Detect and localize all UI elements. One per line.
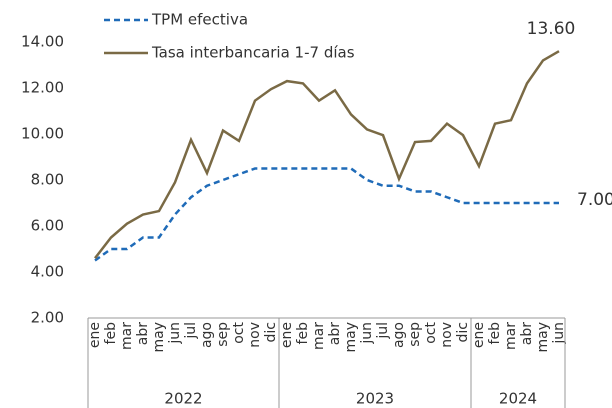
line-series — [94, 167, 559, 262]
x-tick-label: feb — [487, 322, 503, 345]
x-tick-label: abr — [135, 322, 151, 345]
value-label: 7.00 — [577, 190, 612, 210]
x-tick-label: mar — [311, 322, 327, 350]
x-tick-label: sep — [215, 322, 231, 347]
x-tick-label: feb — [103, 322, 119, 345]
x-tick-label: jun — [551, 322, 567, 345]
x-tick-label: ago — [199, 322, 215, 348]
x-tick-label: jun — [167, 322, 183, 345]
y-tick-label: 4.00 — [31, 263, 64, 281]
year-label: 2024 — [499, 390, 537, 408]
year-label: 2022 — [164, 390, 202, 408]
legend-label: TPM efectiva — [151, 11, 248, 29]
legend-label: Tasa interbancaria 1-7 días — [151, 44, 355, 62]
y-tick-label: 2.00 — [31, 309, 64, 327]
x-tick-label: jul — [183, 322, 199, 340]
x-tick-label: dic — [455, 322, 471, 342]
x-tick-label: abr — [519, 322, 535, 345]
x-tick-label: oct — [423, 322, 439, 344]
y-tick-label: 8.00 — [31, 171, 64, 189]
x-tick-label: may — [151, 322, 167, 353]
line-series — [94, 50, 560, 259]
x-tick-label: may — [343, 322, 359, 353]
x-tick-label: ago — [391, 322, 407, 348]
x-tick-label: jun — [359, 322, 375, 345]
y-tick-label: 6.00 — [31, 217, 64, 235]
x-tick-label: dic — [263, 322, 279, 342]
x-tick-label: mar — [503, 322, 519, 350]
x-tick-label: sep — [407, 322, 423, 347]
x-tick-label: feb — [295, 322, 311, 345]
x-tick-label: abr — [327, 322, 343, 345]
x-tick-label: may — [535, 322, 551, 353]
x-tick-label: nov — [439, 322, 455, 348]
x-tick-label: ene — [279, 322, 295, 348]
year-label: 2023 — [356, 390, 394, 408]
value-label: 13.60 — [527, 19, 576, 39]
x-tick-label: ene — [471, 322, 487, 348]
x-tick-label: ene — [87, 322, 103, 348]
x-tick-label: mar — [119, 322, 135, 350]
y-tick-label: 10.00 — [21, 125, 64, 143]
y-tick-label: 12.00 — [21, 79, 64, 97]
y-tick-label: 14.00 — [21, 33, 64, 51]
x-tick-label: oct — [231, 322, 247, 344]
x-tick-label: nov — [247, 322, 263, 348]
x-tick-label: jul — [375, 322, 391, 340]
